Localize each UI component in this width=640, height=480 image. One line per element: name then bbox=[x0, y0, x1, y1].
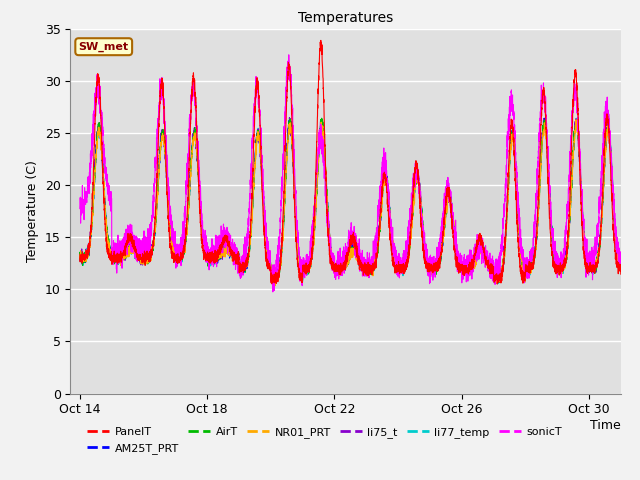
Title: Temperatures: Temperatures bbox=[298, 11, 393, 25]
Bar bbox=[70, 133, 621, 289]
X-axis label: Time: Time bbox=[590, 419, 621, 432]
Legend: PanelT, AM25T_PRT, AirT, NR01_PRT, li75_t, li77_temp, sonicT: PanelT, AM25T_PRT, AirT, NR01_PRT, li75_… bbox=[87, 427, 562, 454]
Text: SW_met: SW_met bbox=[79, 42, 129, 52]
Y-axis label: Temperature (C): Temperature (C) bbox=[26, 160, 39, 262]
